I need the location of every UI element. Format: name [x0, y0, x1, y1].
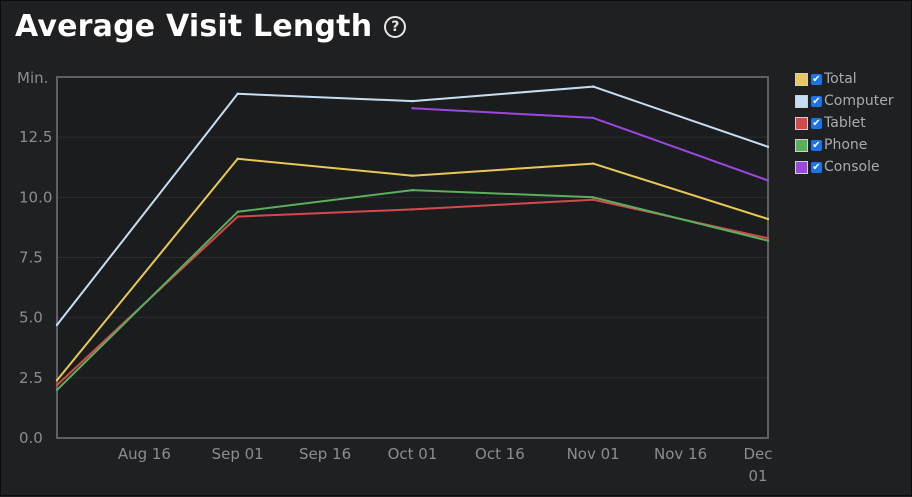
data-point-phone	[411, 188, 414, 192]
legend-item-console[interactable]: ✔ Console	[795, 156, 894, 178]
data-point-phone	[55, 388, 59, 392]
y-tick-label: 7.5	[19, 249, 43, 267]
x-tick-label: Dec 01	[743, 445, 772, 485]
title-row: Average Visit Length ?	[15, 9, 407, 44]
data-point-computer	[236, 92, 239, 96]
chart-title: Average Visit Length	[15, 9, 373, 44]
legend-label: Total	[824, 71, 857, 87]
data-point-total	[411, 174, 414, 177]
data-point-tablet	[55, 383, 59, 387]
x-tick-label: Oct 01	[388, 445, 438, 463]
legend-checkbox[interactable]: ✔	[811, 117, 822, 129]
legend-item-tablet[interactable]: ✔ Tablet	[795, 112, 894, 134]
x-tick-label: Sep 01	[212, 445, 264, 463]
legend-checkbox[interactable]: ✔	[811, 161, 822, 173]
data-point-total	[766, 217, 770, 221]
legend-checkbox[interactable]: ✔	[811, 95, 822, 107]
legend-label: Phone	[824, 137, 868, 153]
x-tick-label: Aug 16	[118, 445, 171, 463]
x-tick-label: Nov 16	[654, 445, 707, 463]
plot-border	[56, 76, 769, 439]
y-tick-label: 10.0	[19, 188, 52, 206]
data-point-total	[55, 379, 59, 382]
legend-label: Console	[824, 159, 880, 175]
data-point-phone	[236, 210, 239, 213]
data-point-phone	[766, 239, 770, 242]
legend-item-phone[interactable]: ✔ Phone	[795, 134, 894, 156]
data-point-tablet	[411, 208, 414, 211]
legend-swatch	[795, 160, 808, 174]
legend-swatch	[795, 72, 808, 86]
data-point-total	[236, 157, 239, 161]
legend-swatch	[795, 94, 808, 108]
data-point-tablet	[766, 237, 770, 240]
y-axis-label: Min.	[17, 69, 48, 87]
data-point-computer	[766, 145, 770, 148]
y-tick-label: 2.5	[19, 369, 43, 387]
y-tick-label: 12.5	[19, 128, 52, 146]
legend-label: Tablet	[824, 115, 866, 131]
legend-item-computer[interactable]: ✔ Computer	[795, 90, 894, 112]
legend-swatch	[795, 116, 808, 130]
x-tick-label: Nov 01	[567, 445, 620, 463]
y-tick-label: 5.0	[19, 309, 43, 327]
legend-swatch	[795, 138, 808, 152]
data-point-total	[591, 162, 595, 165]
legend-checkbox[interactable]: ✔	[811, 139, 822, 151]
legend-checkbox[interactable]: ✔	[811, 73, 822, 85]
data-point-computer	[55, 323, 59, 327]
data-point-computer	[591, 85, 595, 88]
y-tick-label: 0.0	[19, 429, 43, 447]
data-point-console	[766, 179, 770, 182]
data-point-computer	[411, 99, 414, 103]
legend-item-total[interactable]: ✔ Total	[795, 68, 894, 90]
x-tick-label: Sep 16	[299, 445, 351, 463]
x-tick-label: Oct 16	[475, 445, 525, 463]
legend-label: Computer	[824, 93, 894, 109]
data-point-tablet	[236, 215, 239, 218]
legend: ✔ Total ✔ Computer ✔ Tablet ✔ Phone ✔ Console	[795, 68, 894, 178]
data-point-phone	[591, 196, 595, 199]
help-icon[interactable]: ?	[384, 15, 407, 38]
data-point-tablet	[591, 198, 595, 201]
data-point-console	[411, 107, 414, 110]
data-point-console	[591, 116, 595, 120]
